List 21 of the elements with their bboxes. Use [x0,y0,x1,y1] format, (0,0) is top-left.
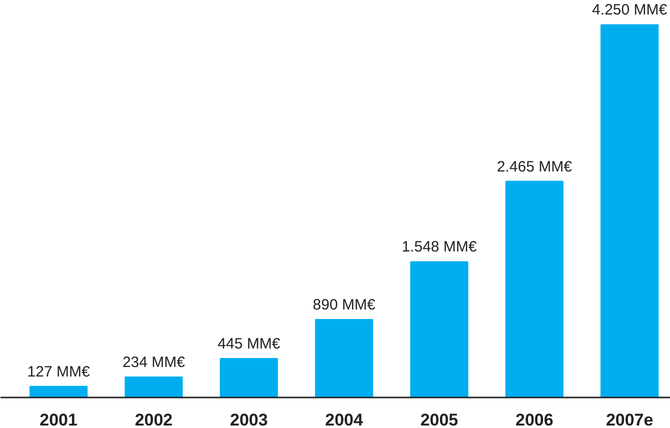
data-label: 890 MM€ [312,296,376,314]
data-label: 4.250 MM€ [592,2,668,19]
x-tick-label: 2001 [40,410,78,428]
x-tick-label: 2005 [420,410,458,428]
data-label: 127 MM€ [27,363,90,380]
x-tick-label: 2006 [515,410,554,428]
x-tick-label: 2003 [230,410,268,428]
x-tick-label: 2002 [134,410,173,428]
bar [30,386,88,398]
data-label: 2.465 MM€ [496,158,573,176]
bar [315,318,374,398]
x-tick-label: 2007e [606,410,654,428]
x-tick-label: 2004 [325,410,364,428]
bar [600,24,659,398]
bar [124,376,183,398]
data-label: 445 MM€ [218,335,281,352]
data-label: 1.548 MM€ [402,238,478,256]
bar [220,358,278,398]
bar [505,180,564,398]
bar [410,261,468,398]
data-label: 234 MM€ [122,354,186,371]
